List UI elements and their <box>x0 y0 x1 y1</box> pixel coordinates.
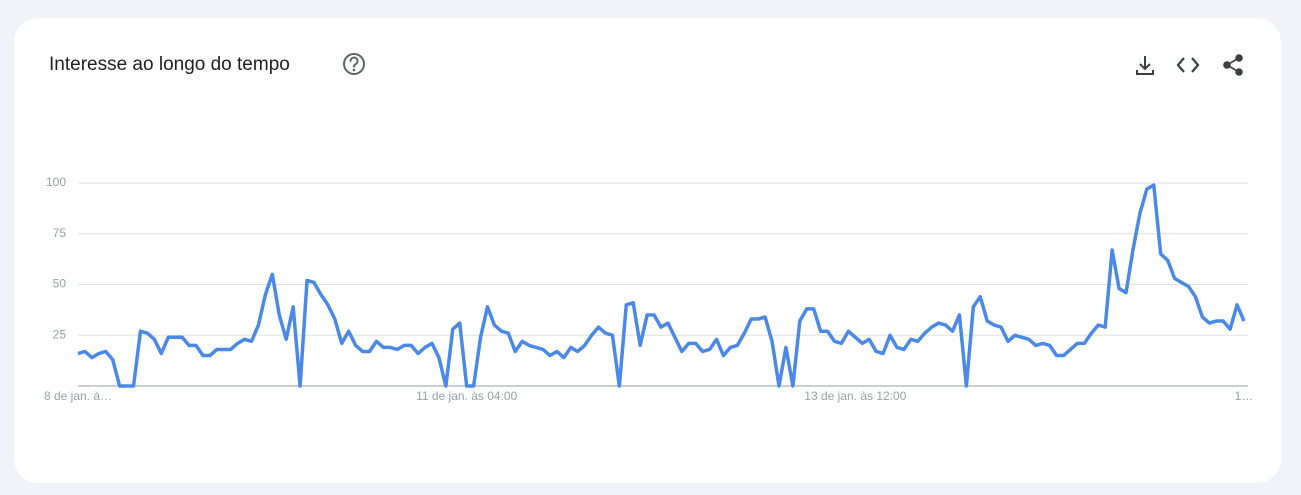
y-tick-label: 25 <box>53 327 67 341</box>
y-tick-label: 100 <box>46 175 66 189</box>
y-tick-label: 50 <box>53 277 67 291</box>
x-tick-label: 11 de jan. às 04:00 <box>416 389 518 403</box>
embed-icon[interactable] <box>1176 57 1200 73</box>
card <box>14 18 1281 483</box>
help-icon[interactable] <box>343 53 365 75</box>
share-icon[interactable] <box>1223 54 1243 76</box>
x-tick-label: 1… <box>1235 389 1254 403</box>
x-tick-label: 8 de jan. à… <box>44 389 112 403</box>
x-tick-label: 13 de jan. às 12:00 <box>804 389 906 403</box>
download-icon[interactable] <box>1136 56 1154 75</box>
data-line <box>77 183 1246 388</box>
chart-title: Interesse ao longo do tempo <box>49 54 290 75</box>
y-tick-label: 75 <box>53 226 67 240</box>
